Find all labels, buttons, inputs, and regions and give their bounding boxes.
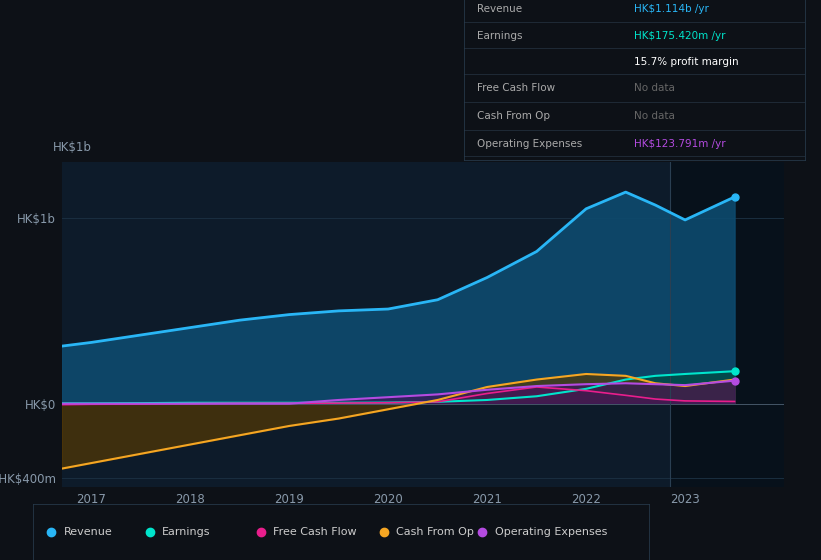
Text: No data: No data — [635, 111, 675, 121]
Text: HK$1b: HK$1b — [53, 141, 92, 154]
Text: Revenue: Revenue — [478, 3, 523, 13]
Text: Cash From Op: Cash From Op — [397, 527, 474, 537]
Text: Revenue: Revenue — [64, 527, 112, 537]
Text: Earnings: Earnings — [478, 31, 523, 41]
Text: Operating Expenses: Operating Expenses — [495, 527, 607, 537]
Text: Free Cash Flow: Free Cash Flow — [273, 527, 356, 537]
Text: Cash From Op: Cash From Op — [478, 111, 551, 121]
Text: HK$123.791m /yr: HK$123.791m /yr — [635, 139, 726, 149]
Bar — [670, 162, 784, 487]
Text: HK$1.114b /yr: HK$1.114b /yr — [635, 3, 709, 13]
Text: Earnings: Earnings — [163, 527, 211, 537]
Text: HK$175.420m /yr: HK$175.420m /yr — [635, 31, 726, 41]
Text: 15.7% profit margin: 15.7% profit margin — [635, 57, 739, 67]
Text: Free Cash Flow: Free Cash Flow — [478, 83, 556, 93]
Text: No data: No data — [635, 83, 675, 93]
Text: Operating Expenses: Operating Expenses — [478, 139, 583, 149]
